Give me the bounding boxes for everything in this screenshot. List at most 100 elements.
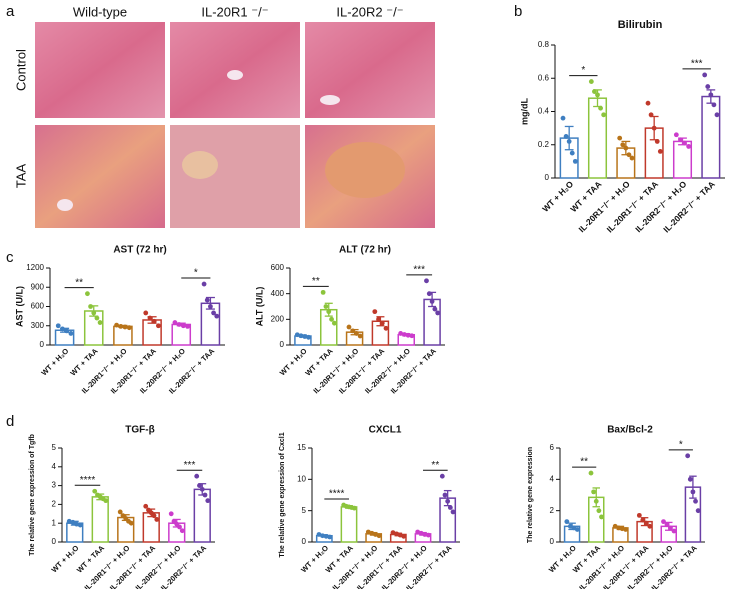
chart: Bax/Bcl-2 The relative gene expression 0 2 4… — [527, 425, 705, 589]
data-point — [211, 310, 216, 316]
data-point — [126, 325, 132, 331]
x-tick-label: IL-20R1⁻/⁻ + H₂O — [576, 179, 632, 235]
data-point — [70, 519, 76, 525]
data-point — [623, 145, 629, 151]
error-bar — [689, 475, 697, 499]
data-point — [693, 498, 698, 504]
significance-label: *** — [691, 59, 703, 70]
data-point — [85, 291, 90, 297]
data-point — [422, 532, 428, 537]
data-point — [327, 534, 333, 540]
data-point — [439, 473, 445, 479]
significance-label: ** — [431, 460, 439, 471]
data-point — [320, 533, 325, 539]
data-point — [648, 112, 654, 118]
significance-label: * — [581, 65, 585, 76]
data-point — [588, 79, 594, 84]
data-point — [429, 298, 435, 304]
data-point — [168, 511, 174, 517]
data-point — [117, 509, 123, 515]
data-point — [711, 102, 717, 108]
y-axis-label: The relative gene expression of Tgfb — [29, 434, 36, 556]
significance-label: *** — [413, 264, 425, 275]
x-tick-label: IL-20R2⁻/⁻ + TAA — [389, 346, 439, 396]
y-tick-label: 0 — [302, 537, 307, 546]
row-label: Control — [13, 49, 28, 91]
row-label: TAA — [13, 164, 28, 189]
y-tick-label: 2 — [550, 506, 555, 515]
data-point — [197, 483, 202, 488]
chart: AST (72 hr) AST (U/L) 0 300 600 900 1200 WT + H… — [14, 245, 225, 396]
data-point — [682, 140, 687, 146]
y-tick-label: 1 — [52, 518, 57, 527]
x-tick-label: IL-20R2⁻/⁻ + H₂O — [363, 346, 412, 395]
data-point — [326, 309, 332, 315]
y-tick-label: 0.2 — [538, 140, 550, 149]
data-point — [405, 332, 411, 338]
data-point — [74, 521, 79, 527]
data-point — [629, 155, 635, 161]
x-tick-label: IL-20R2⁻/⁻ + H₂O — [633, 179, 689, 235]
data-point — [426, 291, 432, 297]
data-point — [425, 532, 431, 538]
data-point — [572, 158, 578, 164]
data-point — [569, 150, 575, 156]
data-point — [432, 306, 438, 312]
data-point — [424, 278, 429, 284]
column-label: IL-20R2 ⁻/⁻ — [336, 4, 403, 19]
data-point — [705, 84, 711, 89]
data-point — [617, 135, 623, 141]
lesion — [325, 142, 405, 198]
chart-title: Bax/Bcl-2 — [607, 425, 653, 436]
data-point — [97, 320, 103, 325]
data-point — [623, 527, 629, 532]
vessel — [57, 199, 73, 211]
micrograph — [170, 125, 300, 228]
error-bar — [564, 125, 574, 151]
data-point — [94, 315, 100, 321]
significance-label: **** — [80, 475, 96, 486]
data-point — [298, 333, 304, 339]
y-tick-label: 600 — [31, 302, 45, 311]
data-point — [306, 334, 311, 340]
data-point — [647, 523, 653, 529]
data-point — [651, 125, 657, 131]
y-tick-label: 0.6 — [538, 73, 550, 82]
significance-label: *** — [184, 460, 196, 471]
data-point — [398, 331, 404, 336]
data-point — [636, 512, 642, 518]
significance-label: ** — [580, 457, 588, 468]
data-point — [208, 304, 213, 309]
vessel — [227, 70, 243, 80]
chart-title: Bilirubin — [618, 19, 663, 31]
data-point — [77, 522, 83, 528]
y-tick-label: 0 — [52, 537, 57, 546]
x-tick-label: IL-20R1⁻/⁻ + H₂O — [311, 346, 360, 395]
data-point — [435, 310, 441, 316]
y-tick-label: 4 — [550, 474, 555, 483]
data-point — [588, 470, 594, 476]
data-point — [176, 322, 182, 327]
data-point — [122, 324, 128, 330]
data-point — [214, 313, 220, 319]
y-axis-label: mg/dL — [519, 98, 529, 125]
data-point — [686, 144, 692, 149]
data-point — [442, 492, 448, 498]
data-point — [671, 528, 677, 534]
bar — [91, 496, 109, 543]
chart-title: TGF-β — [125, 425, 154, 436]
data-point — [702, 72, 708, 78]
significance-label: **** — [329, 489, 345, 500]
data-point — [302, 334, 308, 339]
data-point — [205, 498, 211, 504]
chart-title: AST (72 hr) — [113, 245, 166, 256]
data-point — [695, 508, 701, 514]
chart: TGF-β The relative gene expression of Tgf… — [29, 425, 215, 589]
data-point — [92, 488, 98, 494]
data-point — [401, 332, 407, 337]
data-point — [151, 513, 157, 519]
significance-label: ** — [75, 277, 83, 288]
y-tick-label: 0 — [40, 340, 45, 349]
data-point — [574, 527, 580, 532]
